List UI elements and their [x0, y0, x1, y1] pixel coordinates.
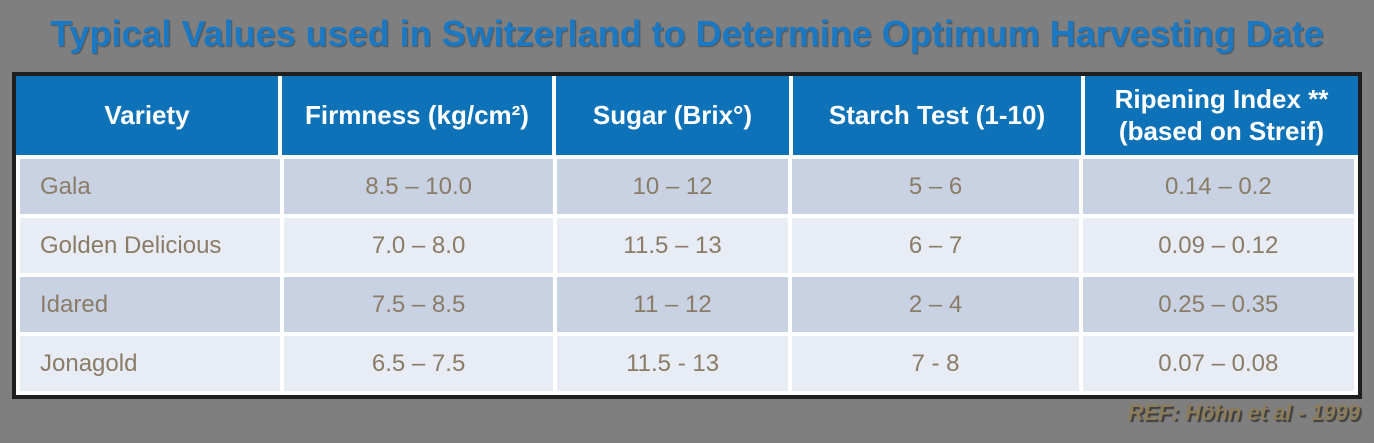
cell-variety: Idared — [20, 277, 281, 332]
cell-starch-test: 5 – 6 — [792, 159, 1079, 214]
cell-sugar: 10 – 12 — [556, 159, 789, 214]
table-row-golden-delicious: Golden Delicious 7.0 – 8.0 11.5 – 13 6 –… — [20, 218, 1354, 273]
col-header-ripening-index: Ripening Index ** (based on Streif) — [1085, 76, 1358, 155]
table-row-jonagold: Jonagold 6.5 – 7.5 11.5 - 13 7 - 8 0.07 … — [20, 336, 1354, 391]
cell-variety: Jonagold — [20, 336, 281, 391]
table-row-idared: Idared 7.5 – 8.5 11 – 12 2 – 4 0.25 – 0.… — [20, 277, 1354, 332]
table-body: Gala 8.5 – 10.0 10 – 12 5 – 6 0.14 – 0.2… — [16, 155, 1358, 395]
cell-starch-test: 6 – 7 — [792, 218, 1079, 273]
cell-sugar: 11.5 - 13 — [556, 336, 789, 391]
cell-starch-test: 7 - 8 — [792, 336, 1079, 391]
cell-sugar: 11.5 – 13 — [556, 218, 789, 273]
cell-firmness: 6.5 – 7.5 — [284, 336, 553, 391]
table-row-gala: Gala 8.5 – 10.0 10 – 12 5 – 6 0.14 – 0.2 — [20, 159, 1354, 214]
table-header-row: Variety Firmness (kg/cm²) Sugar (Brix°) … — [16, 76, 1358, 155]
cell-variety: Golden Delicious — [20, 218, 281, 273]
cell-firmness: 7.0 – 8.0 — [284, 218, 553, 273]
reference-citation: REF: Höhn et al - 1999 — [1127, 400, 1360, 425]
col-header-starch-test: Starch Test (1-10) — [793, 76, 1081, 155]
cell-ripening-index: 0.25 – 0.35 — [1082, 277, 1354, 332]
cell-firmness: 7.5 – 8.5 — [284, 277, 553, 332]
cell-ripening-index: 0.14 – 0.2 — [1082, 159, 1354, 214]
cell-ripening-index: 0.07 – 0.08 — [1082, 336, 1354, 391]
cell-ripening-index: 0.09 – 0.12 — [1082, 218, 1354, 273]
harvest-values-table: Variety Firmness (kg/cm²) Sugar (Brix°) … — [12, 72, 1362, 399]
cell-starch-test: 2 – 4 — [792, 277, 1079, 332]
col-header-variety: Variety — [16, 76, 278, 155]
cell-firmness: 8.5 – 10.0 — [284, 159, 553, 214]
cell-sugar: 11 – 12 — [556, 277, 789, 332]
page-title: Typical Values used in Switzerland to De… — [50, 13, 1324, 54]
col-header-firmness: Firmness (kg/cm²) — [282, 76, 552, 155]
col-header-sugar: Sugar (Brix°) — [556, 76, 789, 155]
cell-variety: Gala — [20, 159, 281, 214]
